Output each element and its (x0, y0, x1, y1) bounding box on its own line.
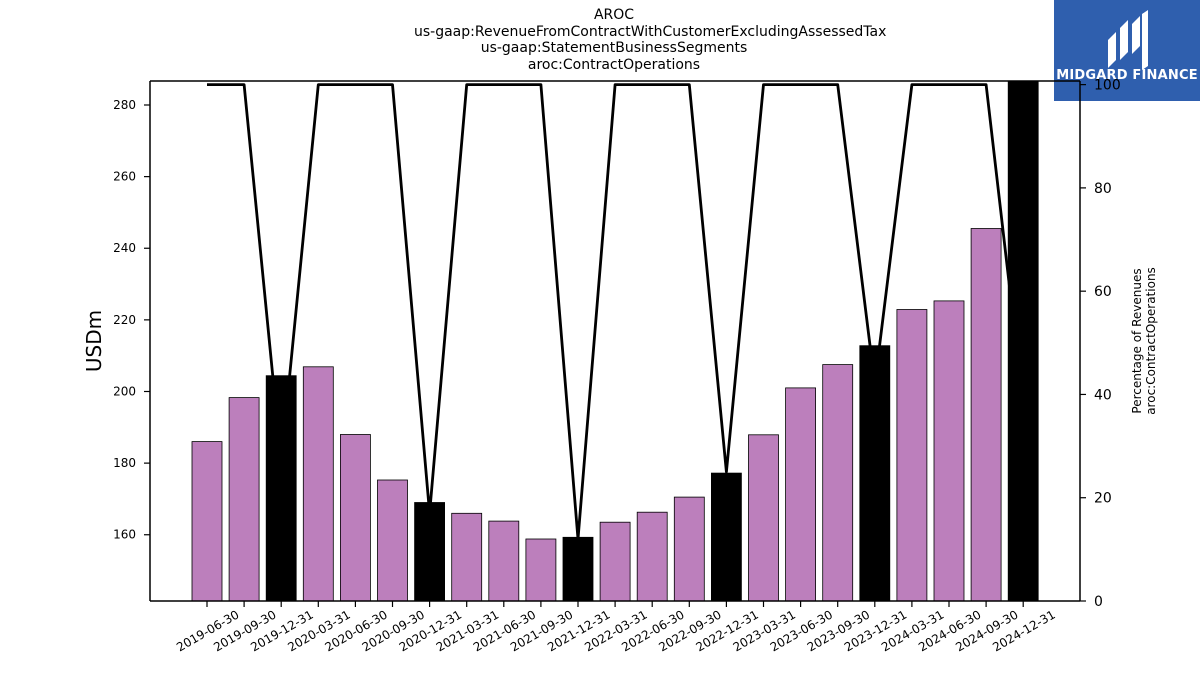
logo-text: MIDGARD FINANCE (1056, 68, 1198, 83)
bar (785, 387, 816, 602)
bar (451, 512, 483, 602)
bar (748, 434, 779, 602)
y-tick-label: 240 (113, 241, 136, 255)
bar (896, 309, 928, 602)
y2-tick-label: 40 (1094, 387, 1112, 403)
bar (822, 364, 854, 602)
title-line-concept: us-gaap:RevenueFromContractWithCustomerE… (414, 23, 887, 40)
bar (673, 496, 705, 602)
left-axis-ticks: 160 180 200 220 240 260 280 (113, 98, 150, 542)
y2-axis-label-line1: Percentage of Revenues (1130, 268, 1144, 413)
y-tick-label: 260 (113, 170, 136, 184)
brand-logo: MIDGARD FINANCE (1054, 0, 1200, 101)
y2-tick-label: 80 (1094, 181, 1112, 197)
midgard-logo-icon (1108, 10, 1148, 70)
bar (302, 366, 334, 602)
bar (488, 520, 520, 602)
line-series (207, 83, 1025, 541)
y-tick-label: 180 (113, 456, 136, 470)
y2-tick-label: 20 (1094, 491, 1112, 507)
bar (228, 397, 260, 602)
title-line-company: AROC (593, 7, 635, 23)
y2-tick-label: 100 (1094, 78, 1121, 94)
bar (711, 472, 742, 602)
bar (414, 502, 446, 602)
y-tick-label: 160 (113, 528, 136, 542)
bar (1007, 80, 1039, 602)
bar (636, 511, 668, 602)
bar (970, 228, 1002, 602)
right-axis-ticks: 0 20 40 60 80 100 (1080, 78, 1121, 610)
bar (191, 441, 223, 602)
bar (933, 300, 965, 602)
y2-tick-label: 60 (1094, 284, 1112, 300)
bar (525, 538, 557, 602)
bar (562, 536, 594, 602)
bar (859, 345, 891, 602)
title-line-axis: us-gaap:StatementBusinessSegments (480, 40, 748, 57)
bar (377, 479, 408, 602)
title-line-member: aroc:ContractOperations (527, 56, 701, 73)
y-tick-label: 280 (113, 98, 136, 112)
y2-axis-label-line2: aroc:ContractOperations (1144, 267, 1158, 415)
bar (599, 521, 631, 602)
y-tick-label: 200 (113, 384, 136, 398)
bar-series (191, 80, 1039, 602)
chart-title: AROC us-gaap:RevenueFromContractWithCust… (414, 7, 887, 73)
bar (339, 434, 371, 602)
y2-tick-label: 0 (1094, 594, 1103, 610)
percentage-line (207, 83, 1025, 541)
y-tick-label: 220 (113, 313, 136, 327)
x-axis-ticks: 2019-06-302019-09-302019-12-312020-03-31… (174, 601, 1058, 654)
bar (265, 375, 297, 602)
y-axis-label: USDm (82, 310, 106, 372)
